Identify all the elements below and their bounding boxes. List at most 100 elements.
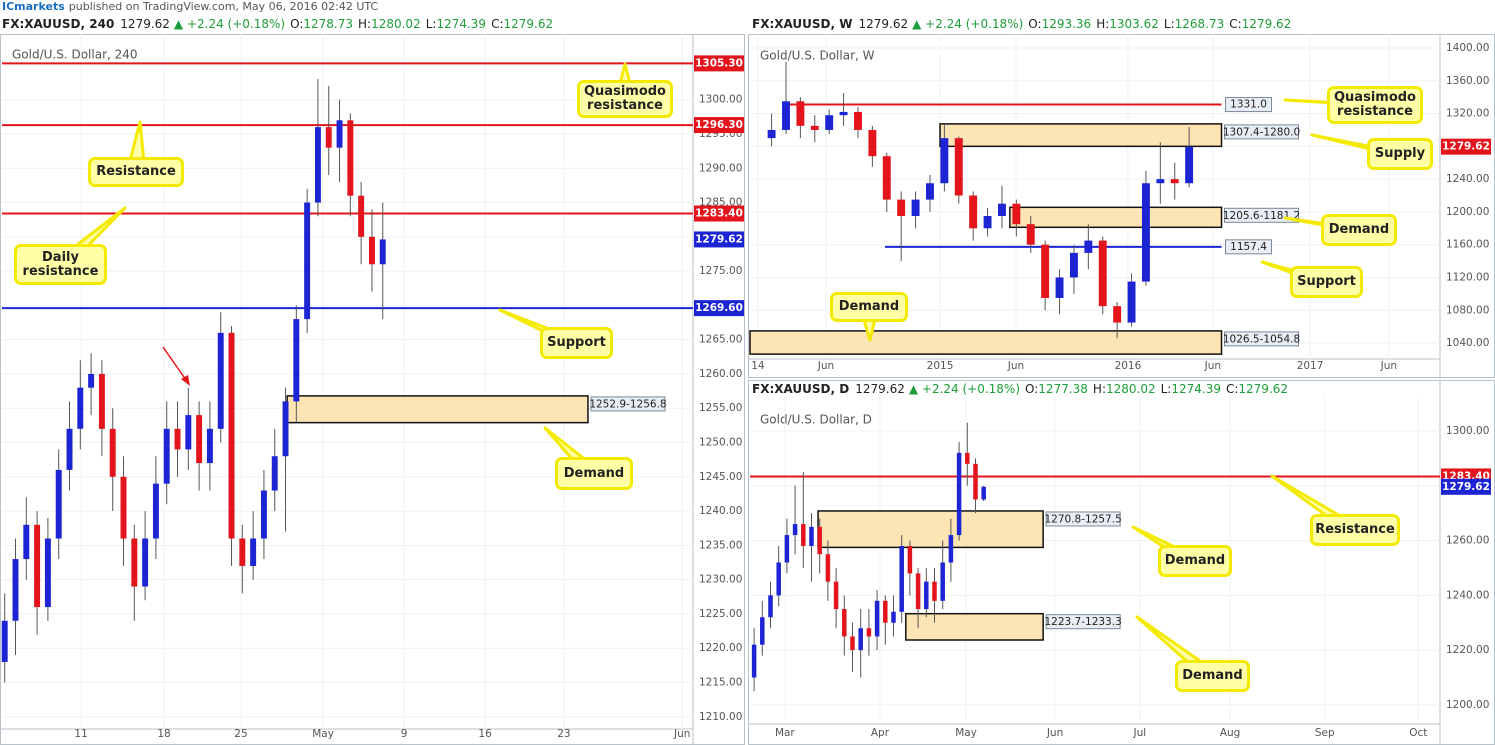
candle-body — [817, 526, 822, 555]
ohlc-value: 1279.62 — [1242, 17, 1292, 31]
callout: Demand — [555, 457, 633, 490]
candle-body — [825, 115, 834, 130]
candle-body — [796, 101, 805, 126]
y-tick-label: 1240.00 — [699, 505, 742, 517]
chart-title: Gold/U.S. Dollar, 240 — [12, 48, 138, 62]
level-label-box — [1225, 239, 1273, 255]
y-tick-label: 1215.00 — [699, 676, 742, 688]
candle-body — [152, 483, 159, 539]
level-label: 1157.4 — [1230, 241, 1267, 253]
y-tick-label: 1290.00 — [699, 162, 742, 174]
candle-body — [1084, 240, 1093, 253]
y-tick-label: 1220.00 — [699, 642, 742, 654]
ohlc-value: 1278.73 — [303, 17, 353, 31]
panel-frame — [748, 380, 1495, 745]
zone — [939, 123, 1223, 148]
ohlc-value: 1274.39 — [1171, 382, 1221, 396]
callout: Demand — [1321, 214, 1397, 246]
candle-body — [34, 524, 41, 608]
y-tick-label: 1250.00 — [699, 437, 742, 449]
candle-body — [217, 332, 224, 429]
candle-body — [368, 236, 375, 265]
candle-body — [839, 111, 848, 116]
ohlc-value: 1280.02 — [1106, 382, 1156, 396]
y-tick-label: 1265.00 — [699, 334, 742, 346]
candle-body — [336, 120, 343, 148]
x-tick-label: 16 — [478, 728, 492, 740]
candle-body — [854, 111, 862, 130]
x-tick-label: Sep — [1315, 727, 1335, 739]
x-tick-label: 2017 — [1297, 360, 1324, 372]
candle-body — [897, 199, 906, 217]
level-label: 1331.0 — [1230, 99, 1267, 111]
ohlc-label: H: — [358, 17, 371, 31]
candle-body — [983, 216, 992, 229]
candle-body — [891, 611, 896, 623]
x-tick-label: 11 — [74, 728, 87, 740]
candle-body — [874, 600, 880, 637]
zone-label: 1307.4-1280.0 — [1223, 126, 1300, 138]
price-tag-label: 1279.62 — [1442, 481, 1490, 493]
callout: Demand — [830, 292, 908, 322]
candle-body — [954, 138, 963, 196]
x-tick-label: 2016 — [1115, 360, 1142, 372]
candle-body — [768, 595, 773, 618]
ohlc-label: O: — [1025, 382, 1038, 396]
candle-body — [163, 428, 170, 484]
symbol-info: FX:XAUUSD, 240 1279.62 ▲ +2.24 (+0.18%) O:1… — [2, 17, 553, 31]
y-tick-label: 1260.00 — [699, 368, 742, 380]
x-tick-label: May — [312, 728, 334, 740]
arrow-head — [181, 375, 190, 386]
y-tick-label: 1320.00 — [1446, 108, 1489, 120]
y-tick-label: 1260.00 — [1446, 535, 1489, 547]
candle-body — [924, 581, 929, 610]
candle-body — [997, 203, 1006, 217]
ohlc-value: 1279.62 — [1238, 382, 1288, 396]
x-tick-label: Jun — [673, 728, 690, 740]
zone — [286, 395, 589, 424]
symbol: FX:XAUUSD, W — [752, 17, 852, 31]
brand: ICmarkets — [2, 0, 65, 13]
y-tick-label: 1300.00 — [1446, 425, 1489, 437]
price-tag — [694, 231, 744, 248]
callout: Resistance — [88, 157, 184, 187]
candle-body — [1127, 281, 1136, 323]
x-tick-label: Oct — [1409, 727, 1427, 739]
x-tick-label: 9 — [401, 728, 408, 740]
x-tick-label: Jun — [1046, 727, 1063, 739]
candle-body — [206, 428, 213, 464]
ohlc-label: O: — [290, 17, 303, 31]
price-tag — [694, 55, 744, 72]
zone-label: 1252.9-1256.8 — [589, 398, 666, 410]
zone-label: 1026.5-1054.8 — [1223, 333, 1300, 345]
y-tick-label: 1255.00 — [699, 402, 742, 414]
zone — [749, 330, 1223, 355]
candle-body — [23, 524, 30, 560]
x-tick-label: Aug — [1220, 727, 1241, 739]
price-tag-label: 1269.60 — [695, 302, 743, 314]
y-tick-label: 1245.00 — [699, 471, 742, 483]
candle-body — [760, 617, 765, 645]
candle-body — [899, 546, 904, 612]
header: ICmarkets published on TradingView.com, M… — [2, 0, 378, 13]
chart-title: Gold/U.S. Dollar, W — [760, 49, 875, 63]
symbol: FX:XAUUSD, D — [752, 382, 849, 396]
candle-body — [131, 538, 138, 587]
y-tick-label: 1080.00 — [1446, 304, 1489, 316]
price-tag — [694, 205, 744, 222]
candle-body — [932, 581, 937, 601]
last-price: 1279.62 — [855, 382, 905, 396]
y-tick-label: 1235.00 — [699, 539, 742, 551]
candle-body — [260, 490, 267, 539]
candle-body — [228, 332, 235, 539]
ohlc-label: H: — [1093, 382, 1106, 396]
zone-label-box — [1045, 614, 1121, 630]
candle-body — [965, 452, 970, 464]
level-label-box — [1225, 97, 1273, 113]
zone-label: 1205.6-1181.2 — [1223, 210, 1300, 222]
y-tick-label: 1240.00 — [1446, 173, 1489, 185]
candle-body — [88, 373, 95, 388]
candle-body — [1113, 306, 1122, 323]
x-tick-label: May — [955, 727, 977, 739]
candle-body — [1185, 146, 1194, 184]
